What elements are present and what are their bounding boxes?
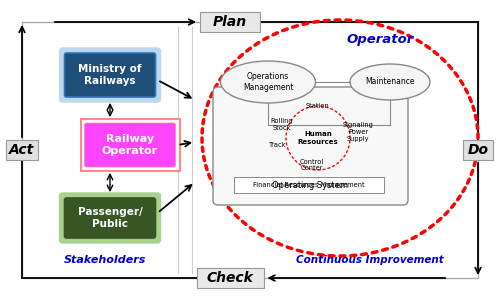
Text: Maintenance: Maintenance <box>365 77 415 86</box>
Bar <box>22 22 478 278</box>
FancyBboxPatch shape <box>80 119 180 171</box>
Text: Signaling
Power
Supply: Signaling Power Supply <box>342 122 374 142</box>
Text: Check: Check <box>206 271 254 285</box>
Text: Financial Resources Management: Financial Resources Management <box>253 182 365 188</box>
FancyBboxPatch shape <box>463 140 493 160</box>
Ellipse shape <box>220 61 316 103</box>
FancyBboxPatch shape <box>234 177 384 193</box>
Text: Ministry of
Railways: Ministry of Railways <box>78 64 142 86</box>
Text: Passenger/
Public: Passenger/ Public <box>78 207 142 229</box>
Text: Act: Act <box>10 143 34 157</box>
Text: Control
Center: Control Center <box>300 158 324 172</box>
FancyBboxPatch shape <box>6 140 38 160</box>
Text: Do: Do <box>468 143 488 157</box>
Text: Operating System: Operating System <box>272 182 348 190</box>
Text: Plan: Plan <box>213 15 247 29</box>
Text: Track: Track <box>269 142 287 148</box>
Text: Station: Station <box>306 103 330 109</box>
FancyBboxPatch shape <box>213 87 408 205</box>
Text: Operator: Operator <box>346 34 414 46</box>
Text: Railway
Operator: Railway Operator <box>102 134 158 156</box>
Ellipse shape <box>350 64 430 100</box>
FancyBboxPatch shape <box>200 12 260 32</box>
Text: Continuous Improvement: Continuous Improvement <box>296 255 444 265</box>
Text: Operations
Management: Operations Management <box>243 72 293 92</box>
FancyBboxPatch shape <box>60 193 160 243</box>
Text: Human
Resources: Human Resources <box>298 131 339 145</box>
Text: Stakeholders: Stakeholders <box>64 255 146 265</box>
FancyBboxPatch shape <box>64 198 156 238</box>
FancyBboxPatch shape <box>84 123 176 167</box>
Text: Rolling
Stock: Rolling Stock <box>270 118 293 131</box>
FancyBboxPatch shape <box>196 268 264 288</box>
FancyBboxPatch shape <box>60 48 160 102</box>
FancyBboxPatch shape <box>64 53 156 97</box>
